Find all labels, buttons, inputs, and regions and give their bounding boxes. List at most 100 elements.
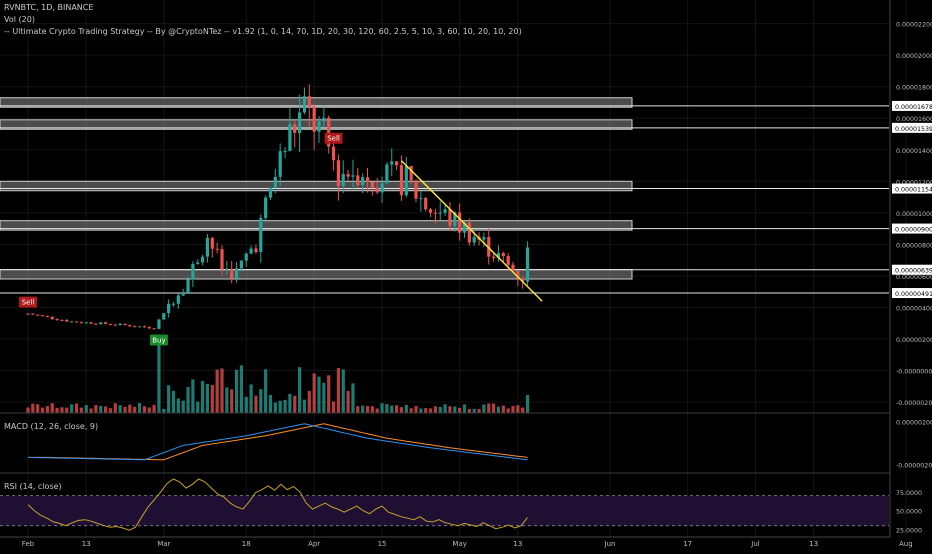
candle-body [424, 198, 428, 210]
price-level-badge [892, 100, 932, 111]
sell-signal[interactable] [19, 296, 37, 308]
price-tick-label: 0.00001400 [896, 148, 932, 155]
candle-body [133, 326, 137, 328]
volume-bar [191, 379, 195, 413]
volume-bar [283, 399, 287, 413]
price-level-badge [892, 223, 932, 234]
candle-body [395, 161, 399, 166]
candle-body [312, 106, 316, 132]
volume-bar [254, 395, 258, 413]
time-tick-label: May [452, 540, 466, 548]
rsi-band [0, 495, 889, 526]
volume-bar [225, 387, 229, 413]
volume-bar [351, 383, 355, 413]
volume-bar [278, 400, 282, 413]
volume-bar [472, 408, 476, 413]
price-tick-label: 0.00000600 [896, 274, 932, 281]
candle-body [31, 313, 35, 315]
volume-bar [390, 405, 394, 413]
candle-body [50, 316, 54, 319]
price-tick-label: 0.00001200 [896, 179, 932, 186]
price-tick-label: 0.00002200 [896, 22, 932, 29]
volume-bar [496, 406, 501, 413]
volume-bar [399, 407, 404, 413]
candle-body [385, 164, 389, 184]
candle-body [462, 222, 467, 233]
candle-body [293, 124, 297, 133]
time-tick-label: Aug [899, 540, 913, 548]
time-tick-label: Jul [750, 540, 760, 548]
volume-bar [506, 408, 510, 413]
trendline[interactable] [400, 160, 543, 302]
time-tick-label: 13 [82, 540, 91, 548]
volume-bar [244, 396, 248, 413]
volume-bar [118, 405, 122, 413]
volume-bar [467, 408, 471, 413]
time-tick-label: Apr [308, 540, 320, 548]
volume-bar [167, 385, 171, 413]
macd-tick-label: -0.00000200 [896, 463, 932, 470]
signal-label: Buy [152, 336, 165, 344]
candle-body [137, 326, 142, 328]
sell-signal[interactable] [324, 132, 343, 144]
volume-bar [220, 368, 224, 413]
candle-body [375, 187, 379, 193]
rsi-tick-label: 50.0000 [896, 509, 922, 516]
volume-bar [230, 389, 234, 413]
volume-bar [74, 403, 79, 413]
support-resistance-zone [0, 180, 633, 192]
rsi-tick-label: 25.0000 [896, 527, 922, 534]
candle-body [181, 292, 185, 296]
candle-body [191, 263, 195, 280]
volume-bar [385, 403, 389, 413]
volume-bar [157, 335, 161, 413]
candle-body [467, 222, 471, 243]
candle-body [201, 256, 205, 263]
volume-bar [302, 399, 307, 413]
candle-body [108, 323, 113, 325]
candle-body [249, 248, 253, 254]
candle-body [254, 248, 258, 252]
candle-body [186, 279, 190, 293]
candle-body [380, 183, 384, 193]
candle-body [419, 198, 423, 200]
volume-bar [424, 408, 428, 413]
volume-bar [438, 406, 442, 413]
volume-bar [176, 398, 180, 413]
volume-bar [264, 369, 268, 413]
buy-signal[interactable] [149, 334, 168, 346]
volume-bar [370, 406, 374, 413]
candle-body [167, 303, 171, 314]
candle-body [196, 262, 200, 264]
volume-bar [137, 403, 142, 413]
price-tick-label: 0.00000800 [896, 242, 932, 249]
candle-body [94, 323, 98, 325]
candle-body [264, 197, 268, 218]
price-tick-label: 0.00002000 [896, 53, 932, 60]
candle-body [443, 209, 447, 213]
candle-body [506, 255, 510, 265]
volume-bar [462, 404, 467, 413]
volume-bar [36, 404, 40, 413]
volume-bar [70, 404, 74, 413]
candle-body [521, 278, 525, 282]
volume-bar [234, 369, 239, 413]
candle-body [516, 271, 520, 279]
volume-bar [201, 380, 205, 413]
candle-body [525, 247, 530, 282]
macd-label: MACD (12, 26, close, 9) [4, 422, 99, 431]
candle-body [453, 212, 457, 226]
volume-bar [142, 406, 146, 413]
candle-body [288, 124, 292, 151]
volume-bar [521, 407, 525, 413]
volume-bar [327, 375, 331, 413]
volume-bar [341, 369, 345, 413]
candle-body [361, 177, 365, 185]
candle-body [356, 175, 360, 185]
volume-bar [482, 404, 486, 413]
volume-bar [249, 384, 253, 413]
volume-bar [79, 407, 83, 413]
volume-bar [322, 382, 326, 413]
